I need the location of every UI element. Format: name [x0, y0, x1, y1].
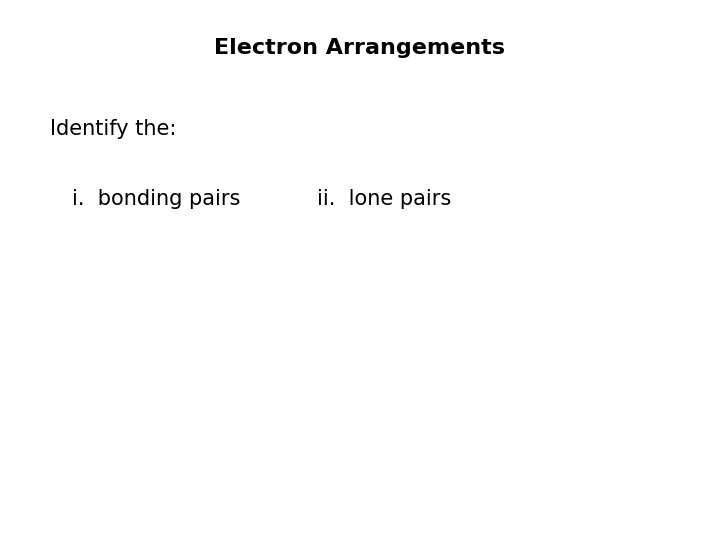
Text: ii.  lone pairs: ii. lone pairs — [317, 189, 451, 209]
Text: Identify the:: Identify the: — [50, 119, 177, 139]
Text: i.  bonding pairs: i. bonding pairs — [72, 189, 240, 209]
Text: Electron Arrangements: Electron Arrangements — [215, 38, 505, 58]
